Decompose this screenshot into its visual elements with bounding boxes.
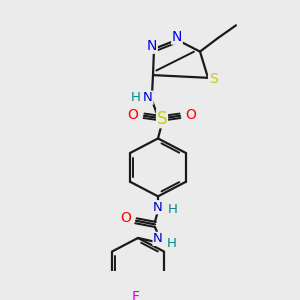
Text: N: N bbox=[153, 201, 163, 214]
Text: F: F bbox=[132, 290, 140, 300]
Text: N: N bbox=[143, 91, 153, 104]
Text: N: N bbox=[172, 30, 182, 44]
Text: O: O bbox=[128, 108, 138, 122]
Text: S: S bbox=[208, 72, 217, 86]
Text: N: N bbox=[153, 232, 163, 245]
Text: O: O bbox=[186, 108, 196, 122]
Text: O: O bbox=[121, 211, 131, 225]
Text: H: H bbox=[168, 203, 178, 216]
Text: H: H bbox=[167, 237, 177, 250]
Text: N: N bbox=[147, 39, 157, 53]
Text: H: H bbox=[131, 91, 141, 104]
Text: S: S bbox=[157, 110, 167, 128]
